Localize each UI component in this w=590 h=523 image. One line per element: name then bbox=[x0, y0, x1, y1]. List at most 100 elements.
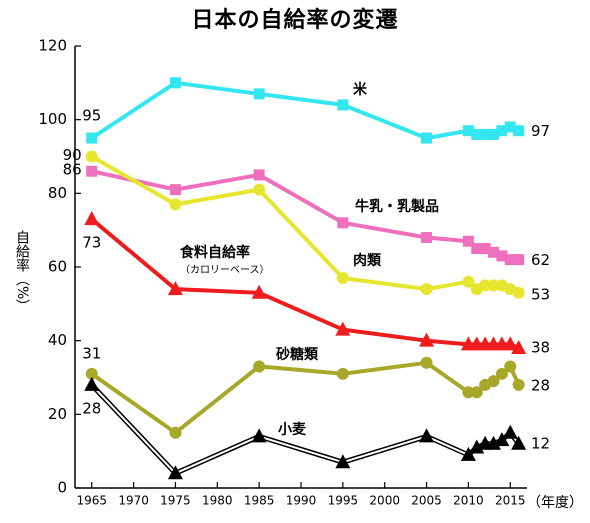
data-point bbox=[462, 235, 474, 247]
data-point bbox=[471, 128, 483, 140]
data-point bbox=[420, 283, 433, 296]
series-name-label: 砂糖類 bbox=[275, 346, 319, 363]
data-point bbox=[84, 211, 100, 226]
y-tick-label: 0 bbox=[57, 479, 67, 497]
x-tick-label: 1995 bbox=[328, 494, 359, 508]
data-point bbox=[462, 275, 475, 288]
data-point bbox=[513, 125, 525, 137]
data-point bbox=[487, 375, 500, 388]
data-point bbox=[169, 426, 182, 439]
y-tick-label: 40 bbox=[48, 331, 67, 349]
series-name-label: 小麦 bbox=[278, 421, 307, 438]
data-point bbox=[479, 243, 491, 255]
series-sub-label: （カロリーベース） bbox=[180, 264, 270, 276]
data-point bbox=[419, 428, 435, 443]
series-line bbox=[91, 169, 519, 262]
data-point bbox=[512, 286, 525, 299]
data-point bbox=[336, 367, 349, 380]
data-point bbox=[511, 435, 527, 450]
data-point bbox=[167, 281, 183, 296]
data-point bbox=[419, 332, 435, 347]
y-tick-label: 120 bbox=[38, 37, 67, 55]
data-point bbox=[479, 279, 492, 292]
data-point bbox=[479, 128, 491, 140]
data-point bbox=[486, 435, 502, 450]
x-tick-label: 2000 bbox=[369, 494, 400, 508]
data-point bbox=[511, 340, 527, 355]
data-point bbox=[462, 125, 474, 137]
data-point bbox=[502, 336, 518, 351]
y-tick-label: 100 bbox=[38, 110, 67, 128]
data-point bbox=[253, 360, 266, 373]
x-tick-label: 2015 bbox=[495, 494, 526, 508]
data-point bbox=[169, 198, 182, 211]
data-point bbox=[253, 183, 266, 196]
data-point bbox=[460, 446, 476, 461]
start-value-label: 73 bbox=[82, 234, 101, 252]
x-tick-label: 2010 bbox=[453, 494, 484, 508]
data-point bbox=[253, 169, 265, 181]
data-point bbox=[169, 77, 181, 89]
data-point bbox=[251, 284, 267, 299]
data-point bbox=[169, 184, 181, 196]
x-tick-label: 1975 bbox=[160, 494, 191, 508]
data-point bbox=[471, 243, 483, 255]
x-tick-label: 1990 bbox=[286, 494, 317, 508]
data-point bbox=[421, 132, 433, 144]
start-value-label: 90 bbox=[63, 146, 82, 164]
data-point bbox=[488, 128, 500, 140]
data-point bbox=[462, 386, 475, 399]
data-point bbox=[421, 232, 433, 244]
data-point bbox=[86, 165, 98, 177]
end-value-label: 28 bbox=[531, 376, 550, 394]
data-point bbox=[488, 246, 500, 258]
data-point bbox=[504, 254, 516, 266]
data-point bbox=[470, 386, 483, 399]
data-point bbox=[85, 150, 98, 163]
x-axis-unit: （年度） bbox=[527, 495, 583, 511]
end-value-label: 12 bbox=[531, 434, 550, 452]
data-point bbox=[502, 424, 518, 439]
data-point bbox=[253, 88, 265, 100]
x-tick-label: 1965 bbox=[76, 494, 107, 508]
y-tick-label: 80 bbox=[48, 184, 67, 202]
data-point bbox=[167, 465, 183, 480]
data-point bbox=[84, 376, 100, 391]
data-point bbox=[336, 272, 349, 285]
series-name-label: 米 bbox=[353, 81, 368, 98]
y-tick-label: 60 bbox=[48, 258, 67, 276]
start-value-label: 31 bbox=[82, 344, 101, 362]
data-point bbox=[512, 378, 525, 391]
end-value-label: 38 bbox=[531, 339, 550, 357]
start-value-label: 28 bbox=[82, 399, 101, 417]
data-point bbox=[495, 367, 508, 380]
series-name-label: 肉類 bbox=[353, 252, 382, 269]
data-point bbox=[420, 356, 433, 369]
data-point bbox=[335, 321, 351, 336]
y-tick-label: 20 bbox=[48, 405, 67, 423]
data-point bbox=[504, 360, 517, 373]
y-axis-label: 自給率（%） bbox=[14, 230, 30, 314]
x-tick-label: 1985 bbox=[244, 494, 275, 508]
data-point bbox=[496, 125, 508, 137]
data-point bbox=[494, 432, 510, 447]
x-tick-label: 1970 bbox=[118, 494, 149, 508]
end-value-label: 62 bbox=[531, 251, 550, 269]
data-point bbox=[251, 428, 267, 443]
series-name-label: 牛乳・乳製品 bbox=[355, 198, 439, 215]
data-point bbox=[85, 367, 98, 380]
data-point bbox=[496, 250, 508, 262]
data-point bbox=[504, 121, 516, 133]
end-value-label: 53 bbox=[531, 285, 550, 303]
data-point bbox=[337, 217, 349, 229]
start-value-label: 95 bbox=[82, 107, 101, 125]
data-point bbox=[487, 279, 500, 292]
end-value-label: 97 bbox=[531, 122, 550, 140]
data-point bbox=[513, 254, 525, 266]
chart-title: 日本の自給率の変遷 bbox=[191, 8, 399, 33]
x-tick-label: 1980 bbox=[202, 494, 233, 508]
data-point bbox=[337, 99, 349, 111]
start-value-label: 86 bbox=[63, 161, 82, 179]
data-point bbox=[469, 439, 485, 454]
